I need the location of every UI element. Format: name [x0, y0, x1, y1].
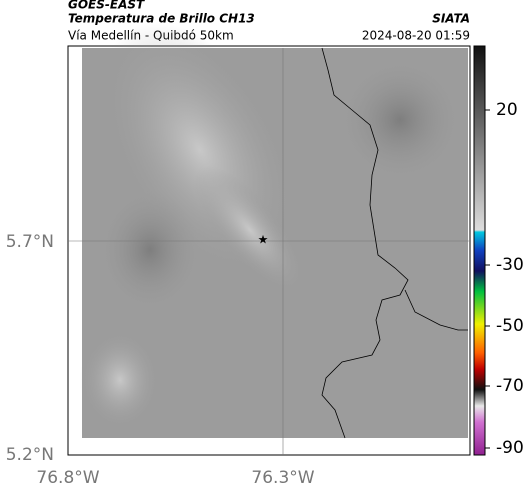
lon-label: 76.8°W [36, 468, 99, 488]
title: GOES-EAST [68, 0, 145, 12]
lon-label: 76.3°W [251, 468, 314, 488]
lat-label: 5.2°N [6, 445, 54, 465]
brightness-image [80, 22, 468, 438]
lat-label: 5.7°N [6, 232, 54, 252]
colorbar-tick-label: -50 [496, 316, 524, 336]
boundary [321, 47, 409, 439]
source: SIATA [432, 12, 470, 26]
datetime: 2024-08-20 01:59 [362, 29, 470, 43]
colorbar-ticks: 20 -30 -50 -70 -90 [485, 100, 524, 458]
boundary [404, 289, 468, 331]
subtitle: Temperatura de Brillo CH13 [68, 12, 255, 26]
colorbar [473, 45, 486, 456]
location-star: ★ [258, 233, 269, 247]
colorbar-tick-label: 20 [496, 100, 518, 120]
colorbar-tick-label: -90 [496, 438, 524, 458]
colorbar-tick-label: -70 [496, 376, 524, 396]
colorbar-tick-label: -30 [496, 255, 524, 275]
